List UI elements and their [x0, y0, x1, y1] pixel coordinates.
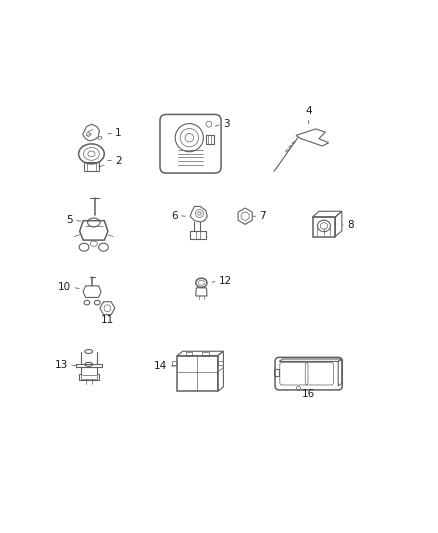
Text: 16: 16: [302, 389, 315, 399]
Bar: [274, 369, 279, 376]
Text: 2: 2: [115, 156, 122, 166]
Bar: [76, 364, 102, 367]
Text: 13: 13: [55, 360, 68, 370]
Text: 7: 7: [259, 211, 266, 221]
Bar: [186, 352, 192, 356]
Text: 1: 1: [115, 128, 122, 139]
Text: 8: 8: [347, 220, 353, 230]
Bar: [177, 356, 218, 391]
Text: 12: 12: [219, 276, 232, 286]
Bar: [81, 375, 96, 379]
Text: 4: 4: [305, 106, 312, 116]
Text: 14: 14: [154, 360, 167, 370]
Text: 10: 10: [58, 282, 71, 293]
Text: 5: 5: [66, 215, 73, 225]
Bar: [202, 352, 208, 356]
Text: 3: 3: [223, 119, 230, 129]
Text: 11: 11: [101, 316, 114, 325]
Text: 6: 6: [171, 211, 178, 221]
